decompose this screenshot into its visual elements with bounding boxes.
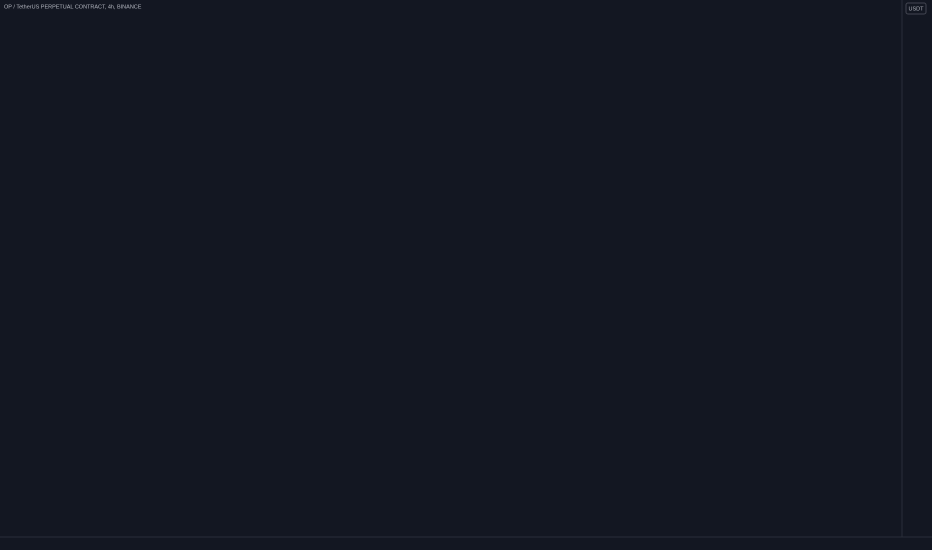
chart-title: OP / TetherUS PERPETUAL CONTRACT, 4h, BI… [4,4,142,10]
currency[interactable]: USDT [909,6,925,12]
currency-box[interactable] [905,2,927,15]
